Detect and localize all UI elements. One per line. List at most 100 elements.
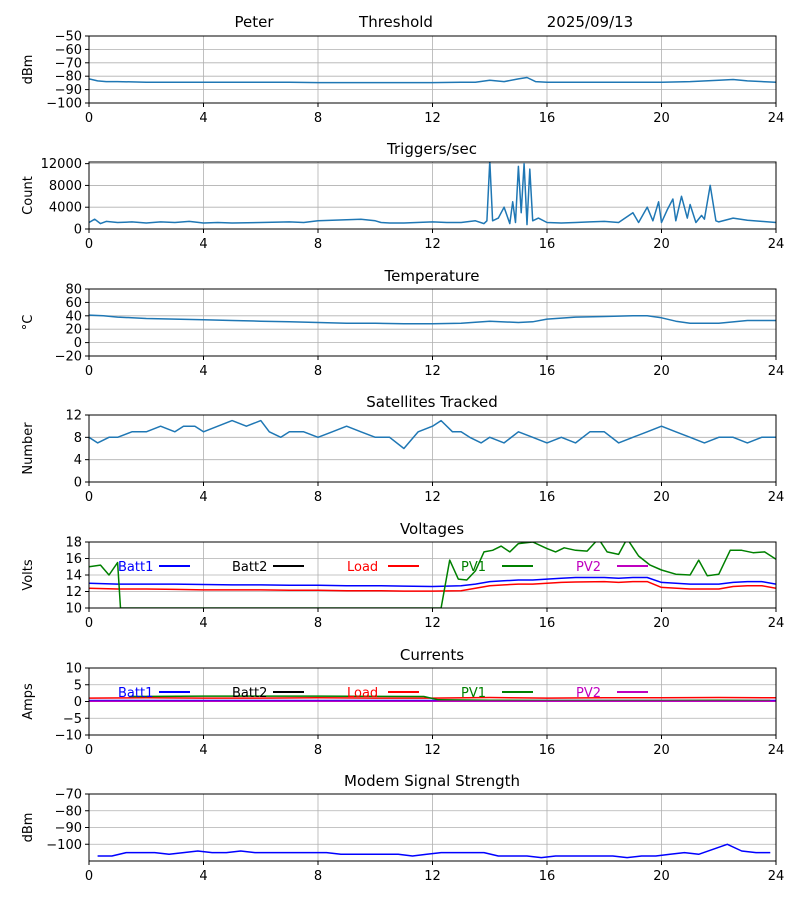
x-tick-label: 4 bbox=[199, 869, 207, 884]
x-tick-label: 8 bbox=[314, 490, 322, 505]
y-tick-label: 0 bbox=[74, 695, 82, 710]
y-axis-label: °C bbox=[21, 315, 36, 331]
x-tick-label: 16 bbox=[539, 364, 556, 379]
y-tick-label: 5 bbox=[74, 678, 82, 693]
legend-label-batt2: Batt2 bbox=[232, 560, 267, 575]
y-tick-label: −70 bbox=[55, 788, 82, 803]
y-axis-label: Amps bbox=[21, 683, 36, 720]
y-tick-label: 14 bbox=[65, 569, 82, 584]
legend-label-pv2: PV2 bbox=[576, 560, 601, 575]
y-tick-label: −100 bbox=[46, 838, 82, 853]
y-tick-label: 12 bbox=[65, 585, 82, 600]
y-tick-label: −80 bbox=[55, 70, 82, 85]
y-tick-label: −50 bbox=[55, 30, 82, 45]
y-tick-label: −5 bbox=[63, 712, 82, 727]
x-tick-label: 16 bbox=[539, 111, 556, 126]
y-tick-label: −60 bbox=[55, 43, 82, 58]
x-tick-label: 8 bbox=[314, 237, 322, 252]
y-tick-label: −20 bbox=[55, 350, 82, 365]
y-tick-label: 0 bbox=[74, 476, 82, 491]
y-tick-label: 0 bbox=[74, 336, 82, 351]
y-tick-label: −90 bbox=[55, 821, 82, 836]
panel-title: Currents bbox=[400, 646, 464, 664]
panel-title: Satellites Tracked bbox=[366, 393, 497, 411]
y-tick-label: 12000 bbox=[41, 157, 82, 172]
x-tick-label: 12 bbox=[424, 490, 441, 505]
y-tick-label: 18 bbox=[65, 536, 82, 551]
y-axis-label: dBm bbox=[21, 813, 36, 843]
x-tick-label: 4 bbox=[199, 490, 207, 505]
y-axis-label: Count bbox=[21, 176, 36, 215]
y-axis-label: Volts bbox=[21, 559, 36, 591]
x-tick-label: 16 bbox=[539, 616, 556, 631]
header-date: 2025/09/13 bbox=[547, 13, 633, 31]
x-tick-label: 12 bbox=[424, 237, 441, 252]
legend-label-pv1: PV1 bbox=[461, 686, 486, 701]
x-tick-label: 20 bbox=[653, 490, 670, 505]
series-line-triggers bbox=[89, 162, 776, 226]
y-tick-label: 8 bbox=[74, 431, 82, 446]
panel-currents: 0 4 8 12 16 20 24 −10 −5 0 510 Currents Amps Batt1 Bat… bbox=[21, 646, 784, 758]
x-tick-label: 20 bbox=[653, 364, 670, 379]
x-tick-label: 20 bbox=[653, 111, 670, 126]
x-tick-label: 4 bbox=[199, 237, 207, 252]
x-tick-label: 20 bbox=[653, 743, 670, 758]
x-tick-label: 24 bbox=[768, 616, 785, 631]
header-station: Peter bbox=[234, 13, 274, 31]
y-tick-label: 10 bbox=[65, 662, 82, 677]
header-mode: Threshold bbox=[358, 13, 433, 31]
x-tick-label: 8 bbox=[314, 743, 322, 758]
y-tick-label: 16 bbox=[65, 552, 82, 567]
x-tick-label: 0 bbox=[85, 869, 93, 884]
x-tick-label: 0 bbox=[85, 364, 93, 379]
x-tick-label: 0 bbox=[85, 616, 93, 631]
x-tick-label: 16 bbox=[539, 237, 556, 252]
y-tick-label: 40 bbox=[65, 309, 82, 324]
x-tick-label: 0 bbox=[85, 111, 93, 126]
y-tick-label: 20 bbox=[65, 323, 82, 338]
x-tick-label: 16 bbox=[539, 869, 556, 884]
x-tick-label: 16 bbox=[539, 743, 556, 758]
legend-label-pv1: PV1 bbox=[461, 560, 486, 575]
series-line-load bbox=[89, 580, 776, 592]
y-tick-label: −10 bbox=[55, 729, 82, 744]
legend-label-pv2: PV2 bbox=[576, 686, 601, 701]
panel-title: Triggers/sec bbox=[386, 140, 477, 158]
series-line-signal bbox=[89, 76, 776, 84]
x-tick-label: 24 bbox=[768, 111, 785, 126]
y-tick-label: 8000 bbox=[49, 179, 82, 194]
y-tick-label: 10 bbox=[65, 602, 82, 617]
y-tick-label: 4000 bbox=[49, 201, 82, 216]
x-tick-label: 24 bbox=[768, 743, 785, 758]
x-tick-label: 20 bbox=[653, 237, 670, 252]
series-line-satellites bbox=[89, 419, 776, 450]
x-tick-label: 12 bbox=[424, 111, 441, 126]
y-tick-label: 4 bbox=[74, 453, 82, 468]
x-tick-label: 0 bbox=[85, 490, 93, 505]
panel-title: Modem Signal Strength bbox=[344, 772, 520, 790]
x-tick-label: 12 bbox=[424, 743, 441, 758]
legend-label-batt1: Batt1 bbox=[118, 560, 153, 575]
x-tick-label: 4 bbox=[199, 364, 207, 379]
panel-triggers-per-sec: 0 4 8 12 16 20 24 0 4000 8000 12000 Triggers/sec Cou… bbox=[21, 140, 784, 252]
y-tick-label: −90 bbox=[55, 83, 82, 98]
x-tick-label: 20 bbox=[653, 616, 670, 631]
x-tick-label: 8 bbox=[314, 869, 322, 884]
panel-modem-signal-strength: 0 4 8 12 16 20 24 −100 −90 −80−70 Modem Signal Str… bbox=[21, 772, 784, 884]
panel-title: Temperature bbox=[383, 267, 479, 285]
x-tick-label: 24 bbox=[768, 364, 785, 379]
series-line-pv1 bbox=[129, 695, 771, 702]
x-tick-label: 12 bbox=[424, 364, 441, 379]
series-line-modem bbox=[97, 843, 771, 859]
y-tick-label: −70 bbox=[55, 56, 82, 71]
panel-satellites-tracked: 0 4 8 12 16 20 24 0 4 8 12 Satellites Tracked Number bbox=[21, 393, 784, 505]
y-axis-label: Number bbox=[21, 422, 36, 475]
x-tick-label: 24 bbox=[768, 237, 785, 252]
x-tick-label: 4 bbox=[199, 616, 207, 631]
series-line-pv1 bbox=[89, 542, 776, 608]
x-tick-label: 8 bbox=[314, 111, 322, 126]
panel-title: Voltages bbox=[400, 520, 464, 538]
